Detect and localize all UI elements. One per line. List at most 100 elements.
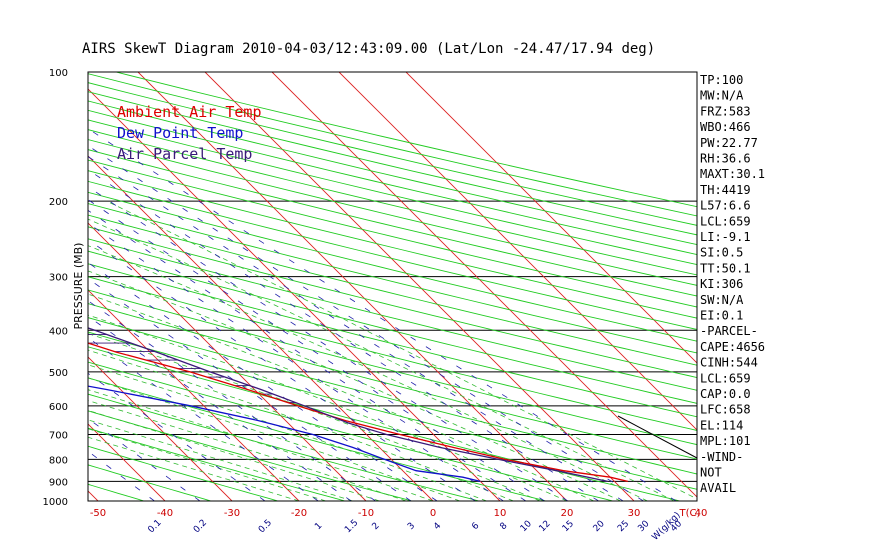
ambient-temp-line xyxy=(88,342,628,483)
axes: -50 -40 -30 -20 -10 0 10 20 30 40T(C) 0.1 0.2 0.5 1 1.… xyxy=(43,68,708,543)
isotherm xyxy=(271,72,697,498)
index-item: LCL:659 xyxy=(700,371,751,385)
mixing-ratio-line xyxy=(88,145,644,501)
dry-adiabat xyxy=(88,170,697,319)
mixing-ratio-label: 8 xyxy=(498,521,509,532)
mixing-ratio-label: 1.5 xyxy=(343,518,360,535)
index-item: TH:4419 xyxy=(700,183,751,197)
mixing-ratio-line xyxy=(88,169,599,501)
profiles xyxy=(88,327,697,483)
grid-lines xyxy=(0,72,697,501)
dewpoint-temp-line xyxy=(88,385,481,483)
moist-adiabat xyxy=(88,245,648,501)
bottom-tick-label: -30 xyxy=(224,508,240,519)
bottom-tick-label: -20 xyxy=(291,508,307,519)
mixing-ratio-label: 0.2 xyxy=(192,518,209,535)
index-item: NOT xyxy=(700,466,722,480)
mixing-ratio-label: 4 xyxy=(432,521,443,532)
index-item: LCL:659 xyxy=(700,214,751,228)
index-item: TT:50.1 xyxy=(700,261,751,275)
mixing-ratio-label: 0.1 xyxy=(146,518,163,535)
moist-adiabat xyxy=(88,389,434,501)
legend-ambient: Ambient Air Temp xyxy=(117,103,262,121)
index-item: EI:0.1 xyxy=(700,309,743,323)
pressure-tick-label: 1000 xyxy=(43,497,68,508)
moist-adiabat xyxy=(88,436,300,501)
mixing-ratio-line xyxy=(88,156,624,501)
dry-adiabat xyxy=(88,377,547,501)
mixing-ratio-label: 1 xyxy=(313,521,324,532)
parcel-temp-line xyxy=(88,327,608,483)
extra-line xyxy=(617,415,697,459)
index-item: MAXT:30.1 xyxy=(700,167,765,181)
dry-adiabat xyxy=(88,263,697,418)
index-item: CAP:0.0 xyxy=(700,387,751,401)
isotherm xyxy=(88,356,233,501)
dry-adiabat xyxy=(88,139,697,286)
bottom-tick-label: 40 xyxy=(695,508,708,519)
dry-adiabat xyxy=(88,410,413,501)
dry-adiabat xyxy=(88,445,279,501)
moist-adiabat xyxy=(88,428,326,501)
legend-dewpoint: Dew Point Temp xyxy=(117,124,243,142)
index-item: L57:6.6 xyxy=(700,199,751,213)
mixing-ratio-label: 20 xyxy=(592,519,607,534)
pressure-tick-label: 300 xyxy=(49,273,68,284)
moist-adiabat xyxy=(88,314,568,501)
bottom-unit-label: T(C) xyxy=(679,508,701,519)
dry-adiabat xyxy=(88,238,697,391)
mixing-ratio-label: 10 xyxy=(519,519,534,534)
bottom-tick-label: -50 xyxy=(90,508,106,519)
dry-adiabat xyxy=(88,119,697,266)
dry-adiabat xyxy=(88,214,697,366)
dry-adiabat xyxy=(88,191,697,342)
pressure-tick-label: 400 xyxy=(49,326,68,337)
mixing-ratio-line xyxy=(88,239,476,501)
bottom-tick-label: -40 xyxy=(157,508,173,519)
dry-adiabat xyxy=(88,331,697,490)
dry-adiabat xyxy=(88,276,697,431)
mixing-ratio-line xyxy=(88,186,569,501)
dry-adiabat xyxy=(88,226,697,379)
pressure-tick-label: 800 xyxy=(49,455,68,466)
chart-title: AIRS SkewT Diagram 2010-04-03/12:43:09.0… xyxy=(82,41,655,57)
mixing-ratio-label: 12 xyxy=(537,519,552,534)
mixing-ratio-label: 3 xyxy=(406,521,417,532)
index-item: KI:306 xyxy=(700,277,743,291)
pressure-tick-label: 200 xyxy=(49,197,68,208)
dry-adiabat xyxy=(88,129,697,276)
pressure-tick-label: 100 xyxy=(49,68,68,79)
pressure-tick-label: 900 xyxy=(49,477,68,488)
index-item: SW:N/A xyxy=(700,293,744,307)
bottom-tick-label: -10 xyxy=(358,508,374,519)
moist-adiabat xyxy=(106,200,697,500)
dry-adiabat xyxy=(88,149,697,297)
moist-adiabat xyxy=(88,293,594,501)
pressure-tick-label: 600 xyxy=(49,402,68,413)
mixing-ratio-line xyxy=(88,199,545,501)
mixing-ratio-line xyxy=(88,222,504,501)
isotherm xyxy=(0,72,31,501)
mixing-ratio-label: 25 xyxy=(616,519,631,534)
dry-adiabat xyxy=(88,464,212,501)
legend-parcel: Air Parcel Temp xyxy=(117,145,252,163)
mixing-ratio-line xyxy=(88,278,412,501)
dry-adiabat xyxy=(88,361,614,501)
index-item: LFC:658 xyxy=(700,403,751,417)
pressure-tick-label: 700 xyxy=(49,431,68,442)
y-axis-label: PRESSURE (MB) xyxy=(72,243,85,330)
dry-adiabat xyxy=(88,427,346,501)
index-item: EL:114 xyxy=(700,418,743,432)
moist-adiabat xyxy=(88,364,487,501)
dry-adiabat xyxy=(88,100,697,246)
isotherm xyxy=(204,72,635,501)
mixing-ratio-label: 6 xyxy=(470,521,481,532)
dry-adiabat xyxy=(88,250,697,404)
mixing-ratio-line xyxy=(88,128,677,501)
index-item: RH:36.6 xyxy=(700,152,751,166)
mixing-ratio-label: 30 xyxy=(636,519,651,534)
index-item: -WIND- xyxy=(700,450,743,464)
dry-adiabat xyxy=(88,109,697,255)
